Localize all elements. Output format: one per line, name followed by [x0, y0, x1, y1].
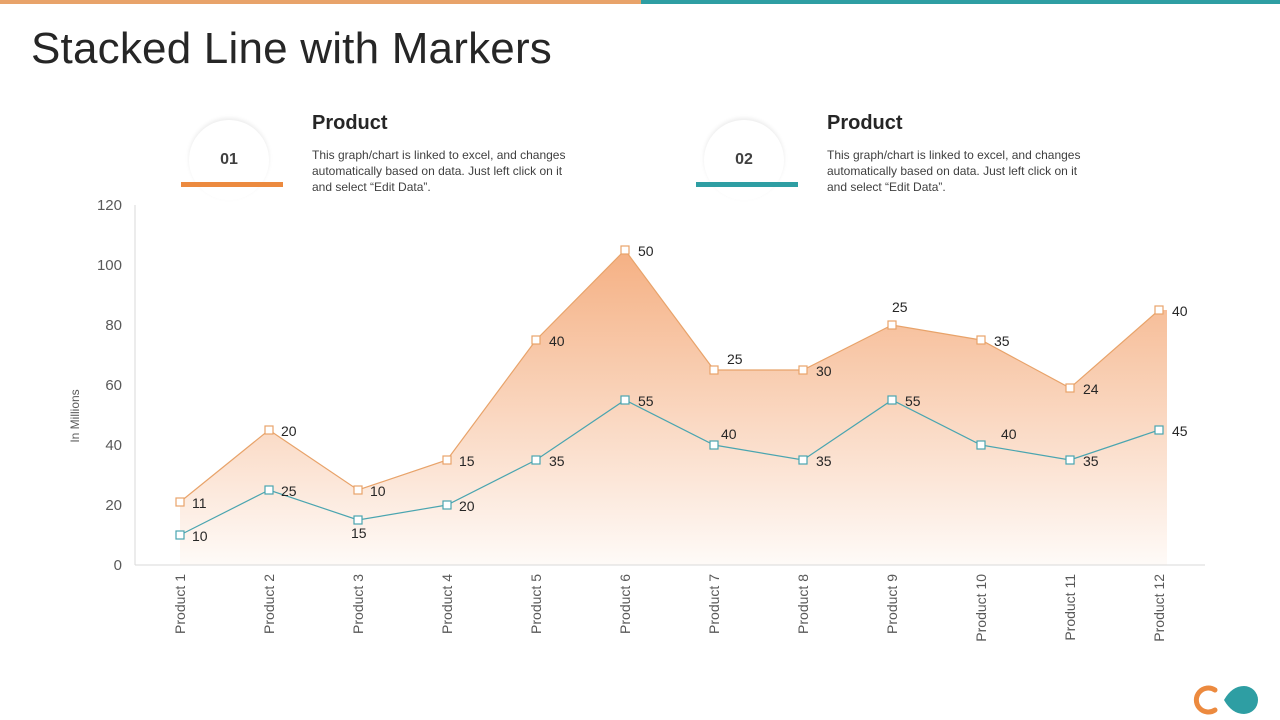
- y-tick-label: 120: [97, 197, 122, 214]
- series-2-data-label: 24: [1083, 381, 1099, 397]
- series-2-data-label: 15: [459, 453, 475, 469]
- series-2-marker: [620, 245, 630, 255]
- series-1-marker: [976, 440, 986, 450]
- legend-description: This graph/chart is linked to excel, and…: [312, 148, 566, 194]
- series-1-marker: [442, 500, 452, 510]
- series-2-data-label: 11: [192, 495, 207, 511]
- x-tick-label: Product 7: [706, 574, 722, 634]
- series-1-marker: [620, 395, 630, 405]
- series-1-marker: [531, 455, 541, 465]
- series-2-marker: [264, 425, 274, 435]
- series-2-data-label: 40: [1172, 303, 1188, 319]
- series-2-data-label: 25: [892, 299, 908, 315]
- page-title: Stacked Line with Markers: [31, 24, 552, 73]
- series-2-data-label: 10: [370, 483, 386, 499]
- stacked-area-fill: [180, 250, 1167, 565]
- series-1-data-label: 10: [192, 528, 208, 544]
- series-1-data-label: 35: [816, 453, 832, 469]
- series-1-data-label: 25: [281, 483, 297, 499]
- series-1-data-label: 20: [459, 498, 475, 514]
- y-tick-label: 100: [97, 257, 122, 274]
- x-tick-label: Product 1: [172, 574, 188, 634]
- legend-heading: Product: [827, 112, 903, 134]
- series-1-marker: [175, 530, 185, 540]
- y-tick-label: 80: [105, 317, 122, 334]
- x-tick-label: Product 8: [795, 574, 811, 634]
- series-1-data-label: 55: [905, 393, 921, 409]
- series-1-data-label: 35: [1083, 453, 1099, 469]
- series-1-marker: [887, 395, 897, 405]
- x-tick-label: Product 9: [884, 574, 900, 634]
- series-1-marker: [798, 455, 808, 465]
- x-tick-label: Product 5: [528, 574, 544, 634]
- legend-description: This graph/chart is linked to excel, and…: [827, 148, 1081, 194]
- series-1-marker: [353, 515, 363, 525]
- series-2-marker: [1154, 305, 1164, 315]
- series-1-data-label: 40: [1001, 426, 1017, 442]
- y-axis-title: In Millions: [68, 389, 82, 442]
- series-2-marker: [1065, 383, 1075, 393]
- series-2-marker: [976, 335, 986, 345]
- x-tick-label: Product 3: [350, 574, 366, 634]
- legend-item-1: 01 Product This graph/chart is linked to…: [181, 108, 601, 200]
- legend-heading: Product: [312, 112, 388, 134]
- series-1-data-label: 45: [1172, 423, 1188, 439]
- series-2-data-label: 25: [727, 351, 743, 367]
- series-2-marker: [887, 320, 897, 330]
- series-2-marker: [353, 485, 363, 495]
- legend-item-2: 02 Product This graph/chart is linked to…: [696, 108, 1116, 200]
- series-2-marker: [709, 365, 719, 375]
- y-tick-label: 0: [114, 557, 122, 574]
- y-tick-label: 40: [105, 437, 122, 454]
- top-rule-teal: [641, 0, 1280, 4]
- x-tick-label: Product 11: [1062, 574, 1078, 641]
- legend-color-bar: [181, 182, 283, 187]
- brand-logo-icon: [1193, 685, 1258, 715]
- series-2-data-label: 35: [994, 333, 1010, 349]
- x-tick-label: Product 12: [1151, 574, 1167, 642]
- top-rule-orange: [0, 0, 641, 4]
- series-2-line: [179, 249, 1160, 503]
- series-1-data-label: 40: [721, 426, 737, 442]
- series-1-marker: [1065, 455, 1075, 465]
- series-1-data-label: 55: [638, 393, 654, 409]
- series-2-marker: [175, 497, 185, 507]
- series-2-data-label: 40: [549, 333, 565, 349]
- series-1-marker: [264, 485, 274, 495]
- series-1-data-label: 35: [549, 453, 565, 469]
- x-tick-label: Product 2: [261, 574, 277, 634]
- y-tick-label: 60: [105, 377, 122, 394]
- x-tick-label: Product 6: [617, 574, 633, 634]
- x-tick-label: Product 4: [439, 574, 455, 634]
- x-tick-label: Product 10: [973, 574, 989, 642]
- series-2-marker: [531, 335, 541, 345]
- series-2-data-label: 30: [816, 363, 832, 379]
- series-1-line: [179, 399, 1160, 536]
- series-2-data-label: 20: [281, 423, 297, 439]
- series-1-marker: [1154, 425, 1164, 435]
- series-2-marker: [798, 365, 808, 375]
- y-tick-label: 20: [105, 497, 122, 514]
- series-2-data-label: 50: [638, 243, 654, 259]
- series-2-marker: [442, 455, 452, 465]
- series-1-marker: [709, 440, 719, 450]
- series-1-data-label: 15: [351, 525, 367, 541]
- legend-color-bar: [696, 182, 798, 187]
